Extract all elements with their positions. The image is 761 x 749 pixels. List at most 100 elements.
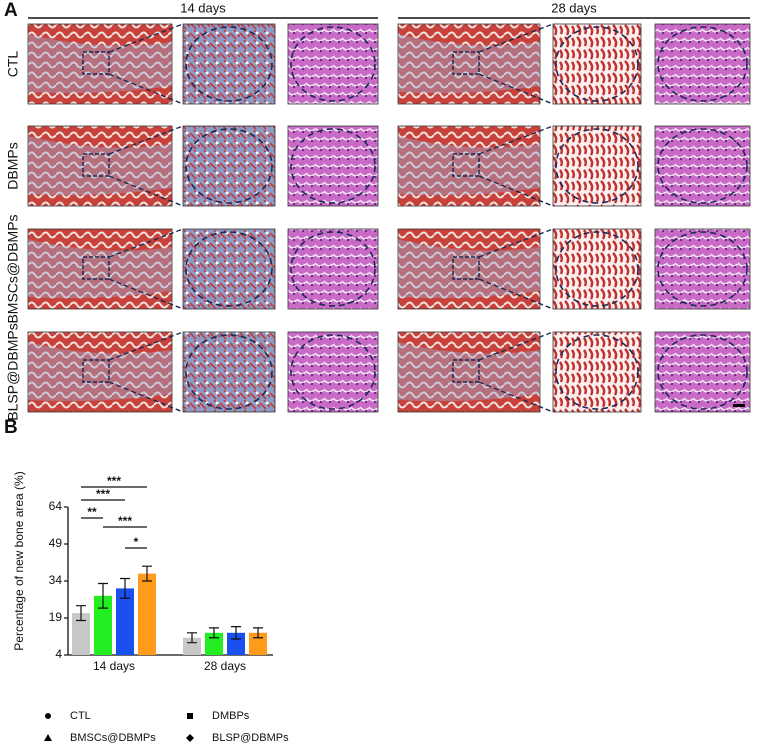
zoom-box <box>452 51 480 75</box>
error-bar <box>187 632 197 644</box>
zoom-circle <box>555 128 639 204</box>
error-bar <box>142 565 152 582</box>
x-tick-label: 28 days <box>204 659 246 673</box>
significance-label: *** <box>118 514 132 528</box>
panel-label: A <box>4 0 18 21</box>
error-bar <box>76 605 86 622</box>
bone-overlay <box>28 342 172 402</box>
zoom-box <box>82 51 110 75</box>
bar <box>72 613 90 655</box>
micrograph <box>287 125 379 207</box>
micrograph <box>182 23 276 105</box>
significance-label: *** <box>96 487 110 501</box>
bone-overlay <box>398 136 540 196</box>
bone-overlay <box>398 34 540 94</box>
bone-overlay <box>28 34 172 94</box>
micrograph <box>182 331 276 413</box>
zoom-box <box>82 256 110 280</box>
significance-label: ** <box>87 505 97 519</box>
zoom-line <box>108 175 184 207</box>
micrograph <box>654 228 751 310</box>
micrograph <box>287 331 379 413</box>
legend-label: BMSCs@DBMPs <box>70 732 156 744</box>
y-tick-label: 19 <box>49 610 63 624</box>
zoom-circle <box>657 334 748 410</box>
micrograph <box>654 125 751 207</box>
zoom-line <box>478 73 554 105</box>
zoom-circle <box>657 231 748 307</box>
scale-bar <box>733 404 745 407</box>
bar <box>138 573 156 655</box>
significance-label: * <box>134 535 139 549</box>
bar <box>94 595 112 655</box>
bone-overlay <box>398 342 540 402</box>
bar <box>205 632 223 655</box>
zoom-line <box>478 175 554 207</box>
micrograph <box>182 125 276 207</box>
micrograph <box>182 228 276 310</box>
zoom-line <box>478 125 554 155</box>
legend-label: CTL <box>70 710 91 722</box>
zoom-circle <box>185 26 273 102</box>
zoom-circle <box>185 128 273 204</box>
zoom-line <box>108 381 184 413</box>
y-tick-label: 64 <box>49 499 63 513</box>
bar <box>227 632 245 655</box>
zoom-circle <box>290 26 376 102</box>
column-header: 14 days <box>180 0 226 15</box>
significance-label: *** <box>107 474 121 488</box>
error-bar <box>98 582 108 609</box>
zoom-line <box>108 228 184 258</box>
zoom-circle <box>555 26 639 102</box>
zoom-circle <box>185 334 273 410</box>
legend-label: BLSP@DBMPs <box>212 732 289 744</box>
zoom-circle <box>290 334 376 410</box>
bone-overlay <box>398 239 540 299</box>
zoom-line <box>478 381 554 413</box>
zoom-line <box>108 23 184 53</box>
y-axis-title: Percentage of new bone area (%) <box>12 471 26 650</box>
micrograph <box>654 331 751 413</box>
zoom-box <box>452 359 480 383</box>
zoom-line <box>478 278 554 310</box>
row-label: CTL <box>5 51 21 78</box>
zoom-circle <box>657 26 748 102</box>
bone-overlay <box>28 136 172 196</box>
zoom-circle <box>185 231 273 307</box>
y-tick-label: 4 <box>55 647 62 661</box>
error-bar <box>253 627 263 639</box>
bone-overlay <box>28 239 172 299</box>
micrograph <box>552 23 642 105</box>
zoom-line <box>478 23 554 53</box>
panel-label: B <box>4 417 18 438</box>
micrograph <box>552 228 642 310</box>
bar <box>249 632 267 655</box>
zoom-box <box>82 359 110 383</box>
zoom-box <box>452 256 480 280</box>
zoom-circle <box>555 334 639 410</box>
micrograph <box>552 331 642 413</box>
y-tick-label: 34 <box>49 573 63 587</box>
row-label: BLSP@DBMPs <box>5 323 21 420</box>
zoom-circle <box>290 231 376 307</box>
zoom-box <box>452 153 480 177</box>
zoom-line <box>478 331 554 361</box>
zoom-line <box>478 228 554 258</box>
bar <box>183 637 201 655</box>
zoom-line <box>108 331 184 361</box>
micrograph <box>654 23 751 105</box>
zoom-line <box>108 125 184 155</box>
micrograph <box>552 125 642 207</box>
column-header: 28 days <box>551 0 597 15</box>
legend-marker <box>45 713 51 719</box>
zoom-circle <box>657 128 748 204</box>
y-tick-label: 49 <box>49 536 63 550</box>
zoom-line <box>108 73 184 105</box>
error-bar <box>120 577 130 599</box>
bar <box>116 588 134 655</box>
row-label: DBMPs <box>5 142 21 189</box>
zoom-line <box>108 278 184 310</box>
error-bar <box>231 626 241 640</box>
zoom-box <box>82 153 110 177</box>
